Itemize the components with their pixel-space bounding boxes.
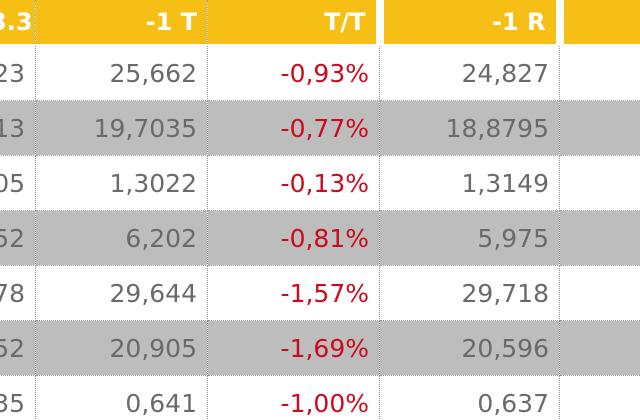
table-row[interactable]: 23 25,662 -0,93% 24,827	[0, 45, 640, 101]
column-header-4[interactable]	[559, 0, 640, 46]
table-header-row: 3.3 -1 T T/T -1 R	[0, 0, 640, 46]
cell-code: 52	[0, 320, 36, 376]
cell-change-pct: -0,81%	[207, 210, 380, 266]
column-header-0[interactable]: 3.3	[0, 0, 36, 46]
cell-extra: -	[559, 155, 640, 211]
cell-code: 05	[0, 155, 36, 211]
cell-extra: -	[559, 320, 640, 376]
cell-code: 13	[0, 100, 36, 156]
cell-value-r: 24,827	[379, 45, 560, 101]
cell-change-pct: -0,93%	[207, 45, 380, 101]
table-row[interactable]: 35 0,641 -1,00% 0,637	[0, 375, 640, 420]
cell-change-pct: -1,69%	[207, 320, 380, 376]
cell-code: 23	[0, 45, 36, 101]
cell-value-t: 25,662	[35, 45, 208, 101]
cell-value-r: 1,3149	[379, 155, 560, 211]
column-header-3[interactable]: -1 R	[379, 0, 564, 46]
table-row[interactable]: 13 19,7035 -0,77% 18,8795	[0, 100, 640, 156]
cell-extra	[559, 45, 640, 101]
cell-value-t: 1,3022	[35, 155, 208, 211]
column-header-2[interactable]: T/T	[207, 0, 384, 46]
cell-extra	[559, 210, 640, 266]
cell-value-t: 6,202	[35, 210, 208, 266]
cell-code: 78	[0, 265, 36, 321]
cell-value-t: 0,641	[35, 375, 208, 420]
cell-extra: -	[559, 265, 640, 321]
cell-change-pct: -0,13%	[207, 155, 380, 211]
cell-value-r: 29,718	[379, 265, 560, 321]
cell-change-pct: -1,57%	[207, 265, 380, 321]
cell-extra	[559, 375, 640, 420]
cell-value-r: 18,8795	[379, 100, 560, 156]
cell-code: 52	[0, 210, 36, 266]
cell-change-pct: -1,00%	[207, 375, 380, 420]
cell-value-r: 5,975	[379, 210, 560, 266]
cell-value-t: 19,7035	[35, 100, 208, 156]
cell-value-t: 20,905	[35, 320, 208, 376]
column-header-1[interactable]: -1 T	[35, 0, 208, 46]
cell-extra	[559, 100, 640, 156]
table-row[interactable]: 52 6,202 -0,81% 5,975	[0, 210, 640, 266]
cell-value-t: 29,644	[35, 265, 208, 321]
table-row[interactable]: 78 29,644 -1,57% 29,718 -	[0, 265, 640, 321]
cell-value-r: 20,596	[379, 320, 560, 376]
cell-value-r: 0,637	[379, 375, 560, 420]
cell-change-pct: -0,77%	[207, 100, 380, 156]
table-row[interactable]: 52 20,905 -1,69% 20,596 -	[0, 320, 640, 376]
cell-code: 35	[0, 375, 36, 420]
table-row[interactable]: 05 1,3022 -0,13% 1,3149 -	[0, 155, 640, 211]
